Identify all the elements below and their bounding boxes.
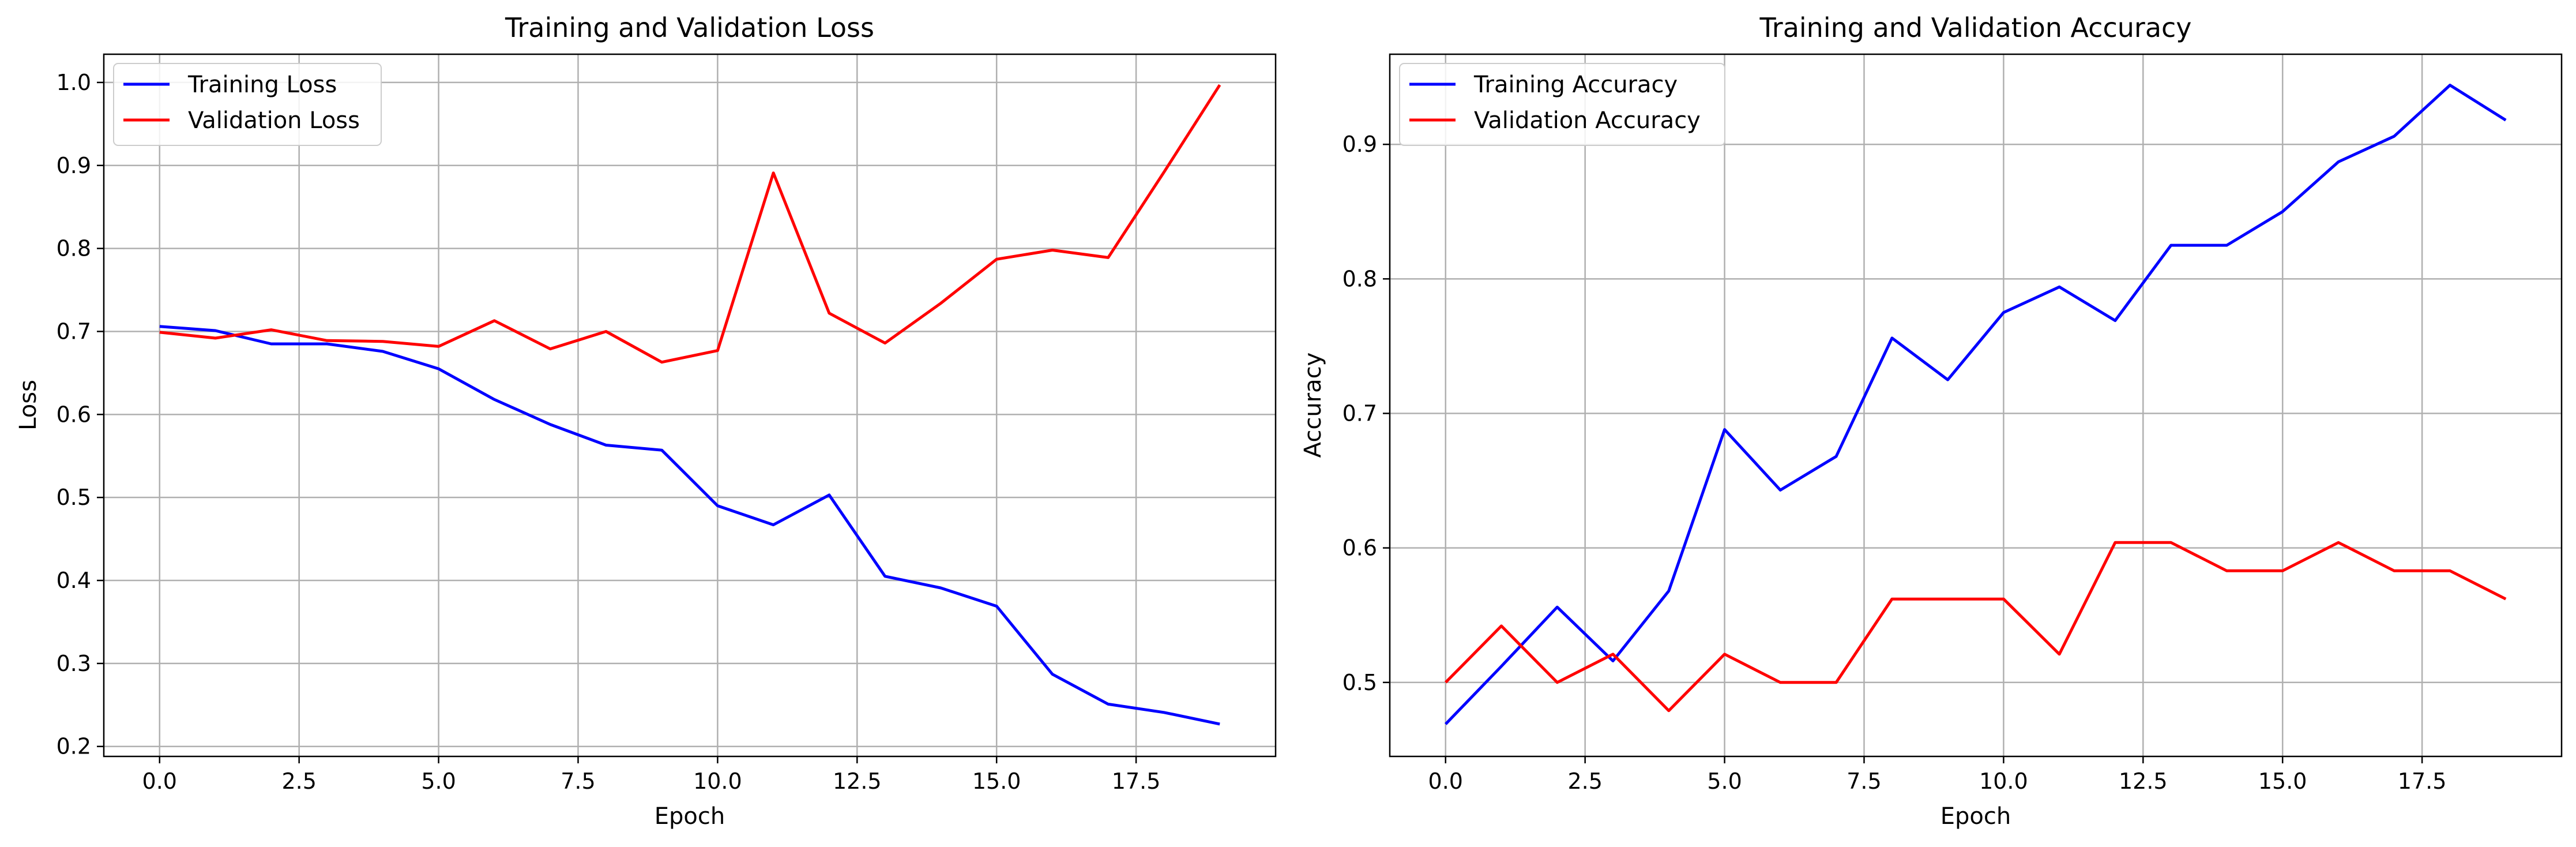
loss-legend-label: Training Loss bbox=[187, 72, 337, 98]
loss-x-tick-label: 15.0 bbox=[972, 769, 1021, 794]
loss-legend-box bbox=[113, 63, 382, 146]
loss-chart-grid bbox=[104, 54, 1276, 756]
accuracy-y-tick-label: 0.5 bbox=[1342, 670, 1377, 695]
accuracy-plot-frame bbox=[1389, 53, 2563, 758]
loss-series-validation-line bbox=[159, 84, 1221, 364]
accuracy-legend-label: Training Accuracy bbox=[1473, 72, 1678, 98]
loss-y-tick-label: 0.4 bbox=[57, 568, 91, 593]
accuracy-legend-label: Validation Accuracy bbox=[1474, 107, 1701, 134]
loss-x-tick-label: 2.5 bbox=[281, 769, 316, 794]
loss-plot-frame bbox=[103, 53, 1277, 758]
accuracy-chart: Training and Validation Accuracy 0.0 2.5 5… bbox=[1300, 12, 2563, 830]
accuracy-x-tick-label: 17.5 bbox=[2398, 769, 2447, 794]
accuracy-x-tick-label: 15.0 bbox=[2258, 769, 2307, 794]
loss-legend: Training Loss Validation Loss bbox=[113, 63, 382, 146]
accuracy-x-axis-label: Epoch bbox=[1941, 803, 2011, 830]
loss-x-tick-label: 0.0 bbox=[142, 769, 177, 794]
loss-y-tick-label: 0.8 bbox=[57, 236, 91, 261]
loss-x-tick-label: 17.5 bbox=[1112, 769, 1161, 794]
accuracy-legend: Training Accuracy Validation Accuracy bbox=[1399, 63, 1725, 146]
accuracy-x-tick-label: 12.5 bbox=[2119, 769, 2168, 794]
accuracy-x-tick-label: 5.0 bbox=[1707, 769, 1742, 794]
accuracy-series-validation-line bbox=[1445, 541, 2507, 713]
loss-x-tick-label: 5.0 bbox=[421, 769, 456, 794]
accuracy-y-tick-label: 0.8 bbox=[1342, 266, 1377, 291]
loss-y-tick-label: 0.6 bbox=[57, 402, 91, 427]
loss-series-training-line bbox=[159, 325, 1220, 726]
loss-chart-lines bbox=[159, 84, 1221, 726]
loss-legend-label: Validation Loss bbox=[188, 107, 360, 134]
loss-x-tick-label: 7.5 bbox=[561, 769, 595, 794]
accuracy-x-tick-label: 0.0 bbox=[1428, 769, 1463, 794]
loss-y-axis-label: Loss bbox=[15, 380, 42, 430]
loss-y-tick-label: 1.0 bbox=[57, 70, 91, 95]
accuracy-legend-box bbox=[1399, 63, 1725, 146]
loss-chart-ticks: 0.0 2.5 5.0 7.5 10.0 12.5 15.0 17.5 0.2 0.3 0.4 0.5… bbox=[57, 70, 1161, 794]
accuracy-series-training-line bbox=[1445, 84, 2507, 725]
accuracy-chart-title: Training and Validation Accuracy bbox=[1759, 12, 2191, 43]
accuracy-chart-ticks: 0.0 2.5 5.0 7.5 10.0 12.5 15.0 17.5 0.5 0.6 0.7 0.8… bbox=[1342, 132, 2447, 794]
accuracy-x-tick-label: 10.0 bbox=[1979, 769, 2028, 794]
accuracy-y-axis-label: Accuracy bbox=[1300, 353, 1326, 458]
accuracy-y-tick-label: 0.9 bbox=[1342, 132, 1377, 157]
accuracy-x-tick-label: 7.5 bbox=[1847, 769, 1881, 794]
loss-y-tick-label: 0.9 bbox=[57, 153, 91, 178]
loss-chart-title: Training and Validation Loss bbox=[505, 12, 874, 43]
loss-x-tick-label: 12.5 bbox=[833, 769, 882, 794]
accuracy-y-tick-label: 0.6 bbox=[1342, 535, 1377, 561]
loss-y-tick-label: 0.3 bbox=[57, 651, 91, 676]
accuracy-x-tick-label: 2.5 bbox=[1567, 769, 1602, 794]
accuracy-y-tick-label: 0.7 bbox=[1342, 400, 1377, 426]
loss-y-tick-label: 0.7 bbox=[57, 318, 91, 344]
loss-chart: Training and Validation Loss 0.0 2.5 5.0 7.… bbox=[15, 12, 1277, 830]
loss-x-axis-label: Epoch bbox=[655, 803, 725, 830]
loss-x-tick-label: 10.0 bbox=[693, 769, 742, 794]
loss-y-tick-label: 0.2 bbox=[57, 734, 91, 759]
accuracy-chart-lines bbox=[1445, 84, 2507, 725]
loss-y-tick-label: 0.5 bbox=[57, 485, 91, 510]
